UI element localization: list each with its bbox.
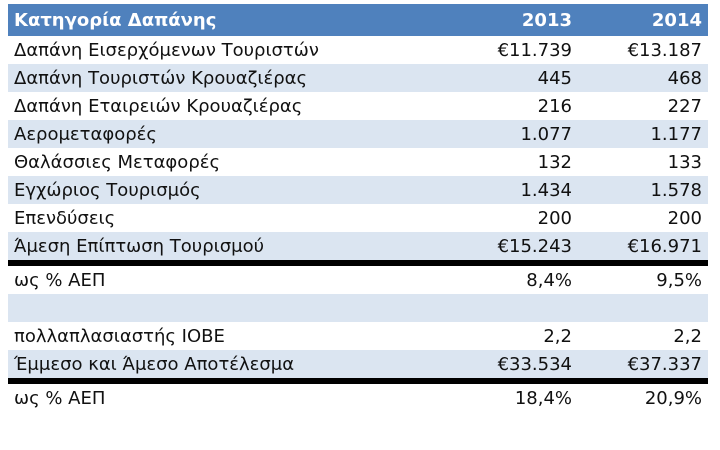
value-cell: €37.337 [578,350,708,384]
table-container: Κατηγορία Δαπάνης 2013 2014 Δαπάνη Εισερ… [8,4,708,412]
row-label: Αερομεταφορές [8,120,468,148]
value-cell: 18,4% [468,381,578,412]
value-cell: 216 [468,92,578,120]
value-cell: 8,4% [468,263,578,294]
table-row: πολλαπλασιαστής ΙΟΒΕ 2,2 2,2 [8,322,708,350]
table: Κατηγορία Δαπάνης 2013 2014 Δαπάνη Εισερ… [8,4,708,412]
table-row: ως % ΑΕΠ 18,4% 20,9% [8,381,708,412]
value-cell: €33.534 [468,350,578,384]
value-cell: 227 [578,92,708,120]
row-label: πολλαπλασιαστής ΙΟΒΕ [8,322,468,350]
row-label: ως % ΑΕΠ [8,381,468,412]
value-cell: €16.971 [578,232,708,266]
table-body: Δαπάνη Εισερχόμενων Τουριστών €11.739 €13.… [8,36,708,412]
table-row: Εγχώριος Τουρισμός 1.434 1.578 [8,176,708,204]
table-row: Άμεση Επίπτωση Τουρισμού €15.243 €16.971 [8,232,708,266]
header-row: Κατηγορία Δαπάνης 2013 2014 [8,4,708,36]
value-cell: 20,9% [578,381,708,412]
value-cell: 200 [578,204,708,232]
value-cell: 445 [468,64,578,92]
value-cell: 2,2 [468,322,578,350]
table-row: Θαλάσσιες Μεταφορές 132 133 [8,148,708,176]
spacer-row [8,294,708,322]
row-label: Άμεση Επίπτωση Τουρισμού [8,232,468,266]
value-cell: 1.077 [468,120,578,148]
row-label: Δαπάνη Εισερχόμενων Τουριστών [8,36,468,64]
value-cell: €11.739 [468,36,578,64]
table-row: Δαπάνη Εταιρειών Κρουαζιέρας 216 227 [8,92,708,120]
value-cell: €15.243 [468,232,578,266]
value-cell: 132 [468,148,578,176]
table-row: Δαπάνη Εισερχόμενων Τουριστών €11.739 €13.… [8,36,708,64]
row-label: Θαλάσσιες Μεταφορές [8,148,468,176]
table-row: ως % ΑΕΠ 8,4% 9,5% [8,263,708,294]
value-cell: 200 [468,204,578,232]
value-cell: 1.578 [578,176,708,204]
row-label: Επενδύσεις [8,204,468,232]
table-row: Έμμεσο και Άμεσο Αποτέλεσμα €33.534 €37.33… [8,350,708,384]
row-label: Έμμεσο και Άμεσο Αποτέλεσμα [8,350,468,384]
row-label: Δαπάνη Τουριστών Κρουαζιέρας [8,64,468,92]
table-row: Δαπάνη Τουριστών Κρουαζιέρας 445 468 [8,64,708,92]
spacer-cell [8,294,708,322]
table-row: Αερομεταφορές 1.077 1.177 [8,120,708,148]
value-cell: 1.177 [578,120,708,148]
header-cell: Κατηγορία Δαπάνης [8,4,468,36]
value-cell: 1.434 [468,176,578,204]
value-cell: 2,2 [578,322,708,350]
value-cell: 468 [578,64,708,92]
value-cell: 9,5% [578,263,708,294]
table-row: Επενδύσεις 200 200 [8,204,708,232]
row-label: ως % ΑΕΠ [8,263,468,294]
row-label: Εγχώριος Τουρισμός [8,176,468,204]
row-label: Δαπάνη Εταιρειών Κρουαζιέρας [8,92,468,120]
header-cell: 2014 [578,4,708,36]
value-cell: €13.187 [578,36,708,64]
header-cell: 2013 [468,4,578,36]
value-cell: 133 [578,148,708,176]
